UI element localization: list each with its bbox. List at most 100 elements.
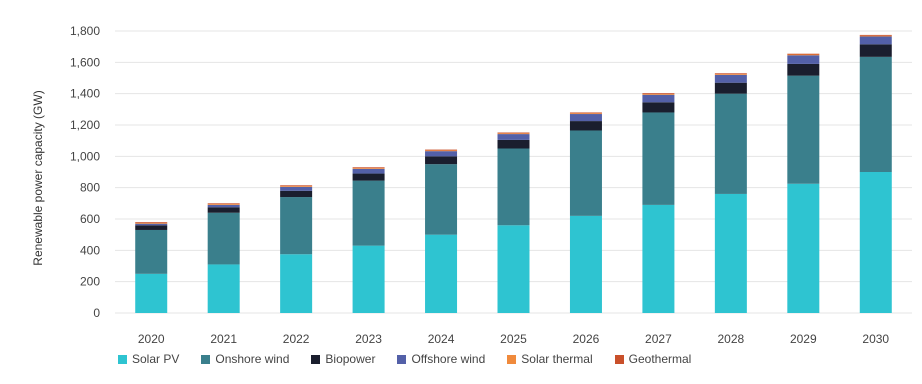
legend-swatch	[614, 354, 624, 364]
bar-segment-geothermal	[425, 149, 458, 151]
bar-segment-offshore-wind	[714, 74, 747, 83]
bar-segment-offshore-wind	[425, 151, 458, 157]
x-tick-label: 2030	[862, 332, 889, 346]
bar-segment-solar-pv	[207, 264, 240, 313]
bar-segment-biopower	[787, 63, 820, 76]
legend-swatch	[311, 354, 321, 364]
bar-segment-onshore-wind	[135, 229, 168, 274]
legend-label: Biopower	[325, 352, 376, 366]
y-axis-label: Renewable power capacity (GW)	[31, 90, 45, 265]
x-tick-label: 2028	[718, 332, 745, 346]
bar-segment-offshore-wind	[207, 204, 240, 208]
bar-segment-onshore-wind	[859, 56, 892, 172]
y-tick-label: 1,200	[70, 118, 100, 132]
x-tick-label: 2029	[790, 332, 817, 346]
bar-segment-solar-thermal	[859, 35, 892, 37]
bar-segment-geothermal	[642, 93, 675, 94]
bar-segment-offshore-wind	[859, 36, 892, 45]
bar-segment-solar-thermal	[352, 168, 385, 169]
bar-segment-solar-thermal	[642, 93, 675, 95]
bar-segment-geothermal	[787, 53, 820, 55]
bar-segment-offshore-wind	[497, 134, 530, 140]
bar-segment-biopower	[642, 102, 675, 113]
bar-segment-solar-pv	[787, 183, 820, 313]
x-tick-label: 2027	[645, 332, 672, 346]
legend-label: Onshore wind	[215, 352, 290, 366]
y-tick-label: 200	[80, 275, 100, 289]
x-tick-labels: 2020 2021 2022 2023 2024 2025 2026 2027 2028 2029…	[138, 332, 890, 346]
legend-item: Onshore wind	[201, 352, 289, 366]
legend-label: Geothermal	[628, 352, 692, 366]
y-tick-labels: 0 200 400 600 800 1,000 1,200 1,400 1,600 1,800	[70, 24, 100, 320]
bar-segment-solar-pv	[714, 193, 747, 313]
bar-segment-geothermal	[352, 167, 385, 169]
bar-segment-onshore-wind	[642, 112, 675, 205]
bar-segment-onshore-wind	[714, 93, 747, 194]
y-tick-label: 1,400	[70, 87, 100, 101]
legend-label: Solar thermal	[521, 352, 593, 366]
bar-segment-solar-pv	[859, 172, 892, 313]
bar-segment-onshore-wind	[569, 130, 602, 216]
bar-segment-onshore-wind	[207, 212, 240, 265]
x-tick-label: 2023	[355, 332, 382, 346]
bar-segment-onshore-wind	[425, 164, 458, 235]
bar-segment-biopower	[135, 225, 168, 230]
bar-segment-geothermal	[859, 34, 892, 36]
bar-segment-offshore-wind	[787, 55, 820, 64]
legend: Solar PV Onshore wind Biopower Offshore win…	[118, 352, 691, 366]
bar-segment-onshore-wind	[280, 197, 313, 255]
bar-segment-biopower	[714, 82, 747, 94]
bar-segment-solar-pv	[642, 204, 675, 313]
bar-segment-offshore-wind	[352, 168, 385, 174]
bar-segment-solar-thermal	[497, 133, 530, 135]
bar-segment-solar-pv	[569, 215, 602, 313]
bar-segment-solar-pv	[280, 254, 313, 313]
y-tick-label: 600	[80, 212, 100, 226]
bars	[135, 34, 892, 313]
bar-segment-biopower	[207, 207, 240, 213]
bar-segment-solar-thermal	[569, 113, 602, 115]
y-tick-label: 1,000	[70, 149, 100, 163]
bar-segment-solar-pv	[352, 245, 385, 313]
x-tick-label: 2025	[500, 332, 527, 346]
x-tick-label: 2021	[210, 332, 237, 346]
bar-segment-solar-pv	[497, 225, 530, 313]
bar-segment-solar-thermal	[207, 204, 240, 205]
bar-segment-solar-thermal	[425, 150, 458, 152]
bar-segment-biopower	[425, 156, 458, 165]
bar-segment-geothermal	[569, 112, 602, 114]
x-tick-label: 2024	[428, 332, 455, 346]
legend-swatch	[201, 354, 211, 364]
bar-segment-onshore-wind	[787, 75, 820, 184]
bar-segment-onshore-wind	[352, 180, 385, 246]
y-tick-label: 800	[80, 181, 100, 195]
legend-swatch	[397, 354, 407, 364]
legend-swatch	[507, 354, 517, 364]
legend-item: Biopower	[311, 352, 375, 366]
bar-segment-biopower	[497, 139, 530, 149]
legend-swatch	[118, 354, 127, 364]
legend-item: Offshore wind	[397, 352, 485, 366]
bar-segment-solar-thermal	[787, 54, 820, 56]
x-tick-label: 2026	[573, 332, 600, 346]
bar-segment-geothermal	[280, 185, 313, 187]
bar-segment-geothermal	[135, 222, 168, 223]
bar-segment-solar-thermal	[135, 222, 168, 224]
y-tick-label: 0	[93, 306, 100, 320]
bar-segment-offshore-wind	[569, 114, 602, 122]
legend-item: Solar thermal	[507, 352, 593, 366]
y-tick-label: 400	[80, 243, 100, 257]
bar-segment-biopower	[859, 44, 892, 57]
bar-segment-biopower	[569, 121, 602, 131]
legend-item: Solar PV	[118, 352, 179, 366]
bar-segment-offshore-wind	[642, 94, 675, 103]
bar-segment-solar-thermal	[280, 186, 313, 187]
x-tick-label: 2020	[138, 332, 165, 346]
y-tick-label: 1,600	[70, 55, 100, 69]
bar-segment-solar-pv	[135, 273, 168, 313]
bar-segment-geothermal	[207, 203, 240, 205]
bar-segment-biopower	[280, 190, 313, 198]
legend-label: Offshore wind	[411, 352, 486, 366]
